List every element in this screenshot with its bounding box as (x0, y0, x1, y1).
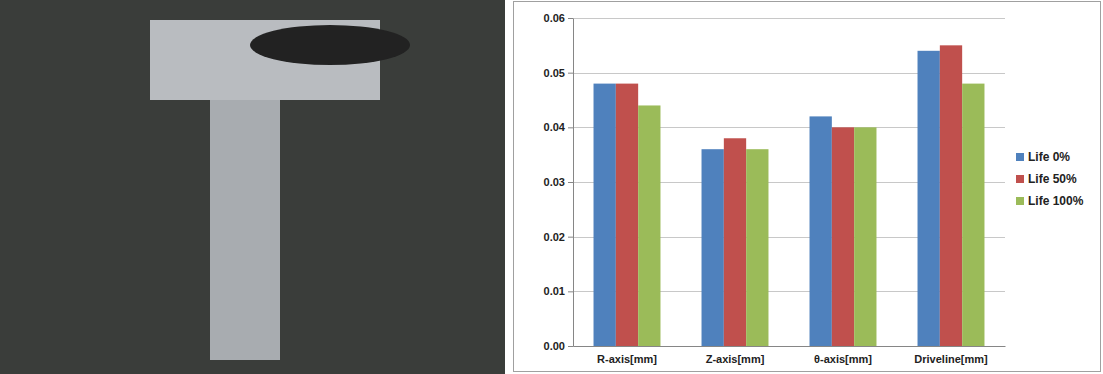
photo-background (0, 0, 505, 374)
bar (616, 84, 638, 346)
x-tick-label: θ-axis[mm] (814, 353, 872, 365)
bar (810, 116, 832, 346)
y-tick-label: 0.00 (544, 340, 565, 352)
x-axis-line (574, 346, 1006, 347)
bars (594, 45, 985, 346)
legend-item: Life 0% (1016, 150, 1070, 164)
y-tick-label: 0.06 (544, 12, 565, 24)
grid-line (573, 18, 1005, 19)
legend-label: Life 0% (1028, 150, 1070, 164)
y-tick-mark (568, 291, 573, 292)
x-tick-label: Z-axis[mm] (706, 353, 765, 365)
bar (832, 127, 854, 346)
x-axis: R-axis[mm] Z-axis[mm] θ-axis[mm] Driveline[… (574, 346, 1006, 365)
y-tick-label: 0.04 (544, 121, 566, 133)
y-tick-mark (568, 73, 573, 74)
legend-item: Life 100% (1016, 194, 1084, 208)
bar (724, 138, 746, 346)
grid (573, 19, 1005, 347)
y-tick: 0.02 (544, 231, 573, 243)
bar (702, 149, 724, 346)
x-tick: Z-axis[mm] (706, 346, 765, 365)
y-tick-mark (568, 237, 573, 238)
y-tick-mark (568, 182, 573, 183)
legend-label: Life 50% (1028, 172, 1077, 186)
legend-swatch (1016, 197, 1024, 205)
y-tick-label: 0.03 (544, 176, 565, 188)
y-tick: 0.03 (544, 176, 573, 188)
grid-line (573, 346, 1005, 347)
bar (962, 84, 984, 346)
wafer (250, 25, 410, 65)
legend-item: Life 50% (1016, 172, 1077, 186)
legend-swatch (1016, 175, 1024, 183)
y-tick: 0.05 (544, 67, 573, 79)
y-tick-label: 0.02 (544, 231, 565, 243)
y-tick: 0.04 (544, 121, 573, 133)
bar (594, 84, 616, 346)
legend: Life 0% Life 50% Life 100% (1016, 150, 1084, 208)
bar (746, 149, 768, 346)
chart-frame (514, 2, 1101, 372)
y-axis-line (573, 19, 574, 347)
y-tick: 0.06 (544, 12, 573, 24)
canvas: 0.00 0.01 0.02 0.03 0.04 0.05 0.06 R-axis[mm] Z-… (0, 0, 1103, 374)
photo-area (0, 0, 505, 374)
y-tick-mark (568, 346, 573, 347)
legend-label: Life 100% (1028, 194, 1084, 208)
x-tick: R-axis[mm] (597, 346, 657, 365)
bar (854, 127, 876, 346)
y-tick-mark (568, 18, 573, 19)
legend-swatch (1016, 153, 1024, 161)
y-tick-label: 0.05 (544, 67, 565, 79)
x-tick: θ-axis[mm] (814, 346, 872, 365)
x-tick-label: Driveline[mm] (914, 353, 988, 365)
y-tick: 0.00 (544, 340, 573, 352)
y-tick: 0.01 (544, 285, 573, 297)
y-tick-label: 0.01 (544, 285, 565, 297)
x-tick-label: R-axis[mm] (597, 353, 657, 365)
y-axis: 0.00 0.01 0.02 0.03 0.04 0.05 0.06 (544, 12, 574, 352)
robot-column (210, 90, 280, 360)
bar (918, 51, 940, 346)
y-tick-mark (568, 127, 573, 128)
bar (638, 105, 660, 346)
bar (940, 45, 962, 346)
x-tick: Driveline[mm] (914, 346, 988, 365)
